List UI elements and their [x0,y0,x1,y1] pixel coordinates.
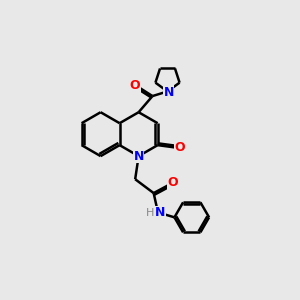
Text: N: N [164,86,174,99]
Text: O: O [167,176,178,189]
Text: O: O [174,141,185,154]
Text: O: O [130,79,140,92]
Text: N: N [134,150,144,163]
Text: H: H [146,208,154,218]
Text: N: N [155,206,165,219]
